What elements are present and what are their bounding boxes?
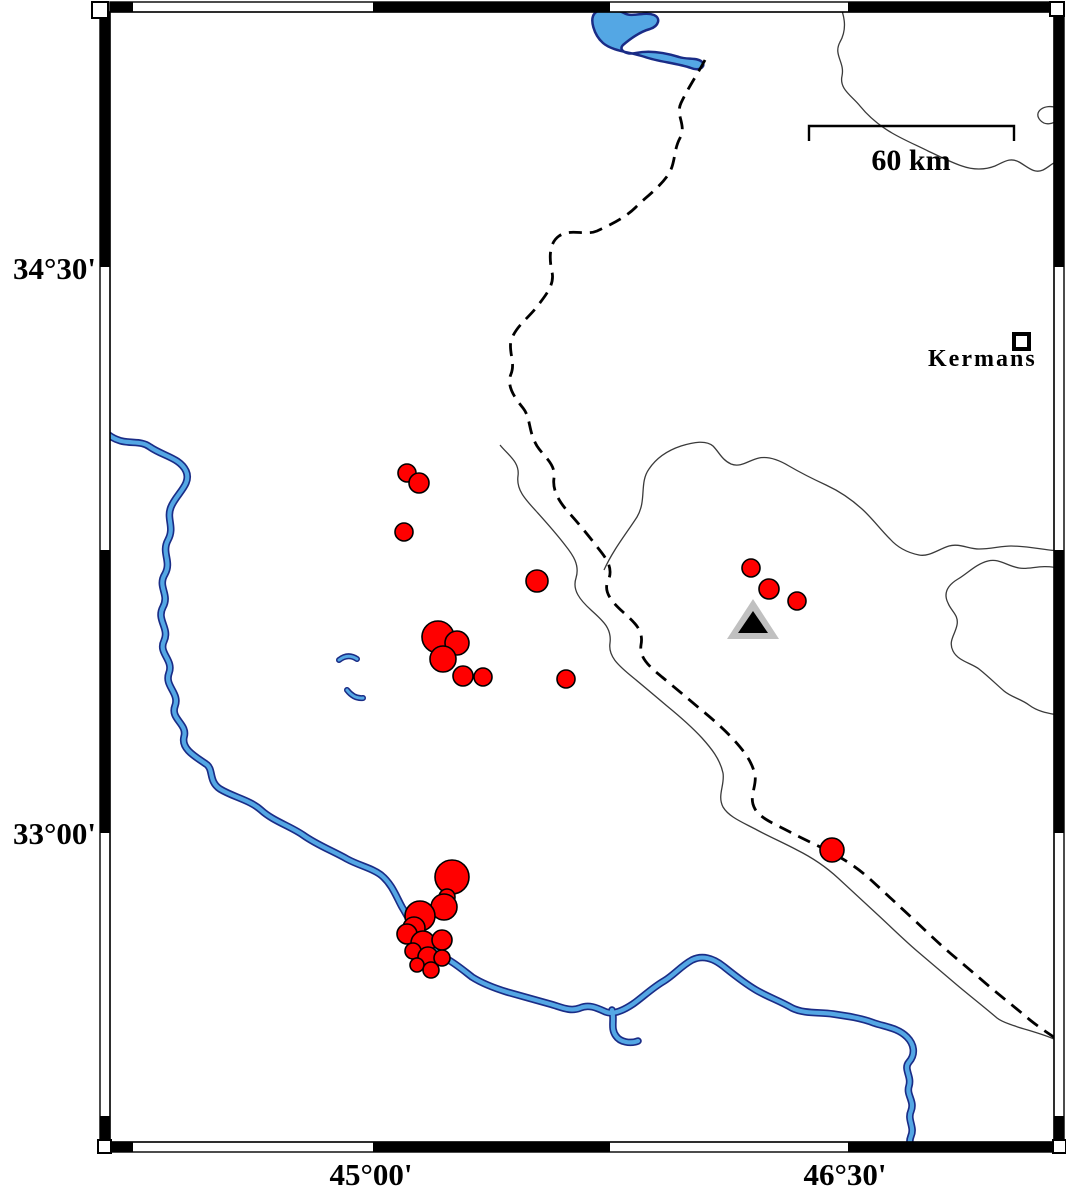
epicenter-circle <box>556 669 576 689</box>
frame-corner <box>1049 1 1065 17</box>
epicenter-circle <box>422 961 440 979</box>
admin-line-along-border <box>499 444 1054 1040</box>
epicenter-circle <box>758 578 780 600</box>
scale-bar <box>807 124 1016 141</box>
epicenter-circle <box>452 665 474 687</box>
epicenter-circle <box>431 929 453 951</box>
scale-bar-label: 60 km <box>871 144 950 177</box>
lon-label-45-00: 45°00' <box>329 1157 412 1190</box>
epicenter-circle <box>429 645 457 673</box>
water-fragments <box>336 653 366 702</box>
frame-corner <box>1052 1139 1066 1154</box>
frame-corner <box>91 1 109 19</box>
city-marker-icon <box>1012 332 1031 351</box>
epicenter-circle <box>433 949 451 967</box>
map-frame <box>91 1 1066 1154</box>
lat-label-33-00: 33°00' <box>13 816 96 851</box>
epicenter-layer <box>394 463 845 979</box>
lake <box>591 12 705 71</box>
admin-line-bay <box>945 559 1054 715</box>
map-features <box>110 12 1054 1142</box>
epicenter-circle <box>408 472 430 494</box>
admin-boundaries <box>499 12 1054 1040</box>
international-border-dashed <box>508 59 1054 1039</box>
epicenter-circle <box>434 859 470 895</box>
epicenter-circle <box>394 522 414 542</box>
epicenter-circle <box>473 667 493 687</box>
seismic-station-triangle-icon <box>727 599 779 639</box>
epicenter-circle <box>787 591 807 611</box>
epicenter-circle <box>819 837 845 863</box>
epicenter-circle <box>525 569 549 593</box>
river-west <box>110 431 918 1142</box>
frame-corner <box>97 1139 112 1154</box>
admin-line-north <box>837 12 1054 172</box>
lon-label-46-30: 46°30' <box>803 1157 886 1190</box>
lat-label-34-30: 34°30' <box>13 251 96 286</box>
admin-line-corner <box>1037 105 1054 125</box>
epicenter-circle <box>741 558 761 578</box>
city-label: Kermans <box>928 346 1037 372</box>
epicenter-circle <box>409 957 425 973</box>
admin-line-east <box>603 441 1054 571</box>
